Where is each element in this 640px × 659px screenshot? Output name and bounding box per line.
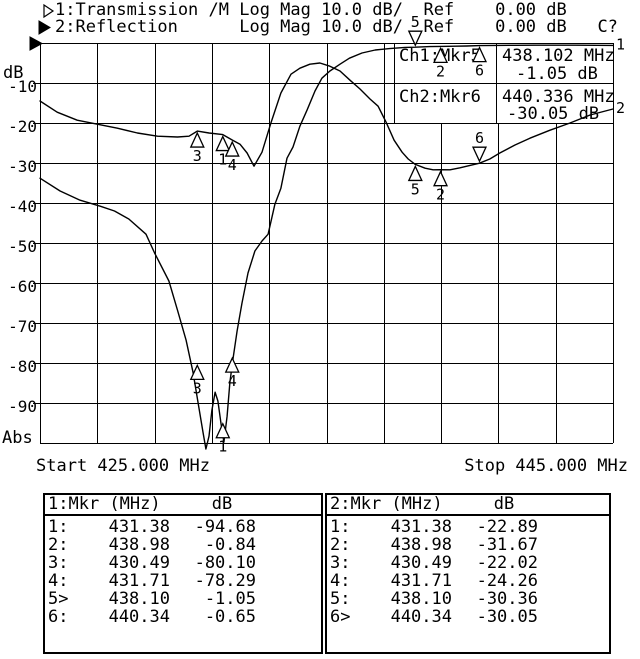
ch1-marker-value: -1.05 dB	[516, 64, 598, 84]
marker-number-cell: 3:	[330, 553, 351, 573]
marker-number-cell: 5>	[48, 589, 69, 609]
y-tick-label: -60	[8, 277, 37, 296]
y-axis-unit-label: dB	[3, 63, 24, 83]
ch1-marker-table-row: 6: 440.34 -0.65	[45, 608, 321, 626]
y-tick-label: -10	[8, 77, 37, 96]
marker-db-cell: -22.02	[476, 553, 538, 573]
marker-freq-cell: 430.49	[390, 553, 452, 573]
marker-freq-cell: 440.34	[108, 607, 170, 627]
ref-level-arrow-icon	[29, 36, 44, 51]
marker-freq-cell: 431.71	[108, 571, 170, 591]
marker-number-cell: 4:	[330, 571, 351, 591]
marker-number-cell: 6:	[48, 607, 69, 627]
ch2-marker-table-rows: 1: 431.38 -22.89 2: 438.98 -31.67 3: 430.49 -22.…	[327, 516, 609, 626]
y-tick-label: -70	[8, 317, 37, 336]
marker-db-cell: -80.10	[194, 553, 256, 573]
ch2-marker-table-header: 2:Mkr (MHz) dB	[327, 495, 609, 516]
marker-freq-cell: 438.98	[108, 535, 170, 555]
ch1-header-line: 1:Transmission /M Log Mag 10.0 dB/ Ref 0…	[55, 0, 567, 20]
ch1-marker-table-row: 4: 431.71 -78.29	[45, 572, 321, 590]
marker-db-cell: -30.05	[476, 607, 538, 627]
marker-db-cell: -0.84	[204, 535, 256, 555]
ch1-marker-table-row: 1: 431.38 -94.68	[45, 518, 321, 536]
y-tick-label: -80	[8, 357, 37, 376]
marker-freq-cell: 431.38	[108, 517, 170, 537]
marker-freq-cell: 431.38	[390, 517, 452, 537]
ch1-channel-arrow-icon	[43, 3, 55, 19]
marker-db-cell: -30.36	[476, 589, 538, 609]
ch2-marker-table-row: 2: 438.98 -31.67	[327, 536, 609, 554]
ch2-marker-table-row: 3: 430.49 -22.02	[327, 554, 609, 572]
ch1-marker-frequency: 438.102 MHz	[502, 46, 615, 66]
y-tick-label: -40	[8, 197, 37, 216]
ch1-marker-table: 1:Mkr (MHz) dB 1: 431.38 -94.68 2: 438.98 -0.…	[43, 493, 323, 654]
ch1-marker-table-header: 1:Mkr (MHz) dB	[45, 495, 321, 516]
y-tick-label: -20	[8, 117, 37, 136]
marker-db-cell: -24.26	[476, 571, 538, 591]
marker-number-cell: 2:	[330, 535, 351, 555]
y-tick-label: -50	[8, 237, 37, 256]
marker-db-cell: -22.89	[476, 517, 538, 537]
marker-readout-box: Ch1:Mkr5 438.102 MHz -1.05 dB Ch2:Mkr6 4…	[394, 43, 615, 124]
ch2-marker-table-row: 4: 431.71 -24.26	[327, 572, 609, 590]
marker-db-cell: -78.29	[194, 571, 256, 591]
marker-freq-cell: 438.10	[390, 589, 452, 609]
marker-freq-cell: 438.98	[390, 535, 452, 555]
ch1-active-marker-label: Ch1:Mkr5	[399, 46, 481, 66]
marker-freq-cell: 440.34	[390, 607, 452, 627]
abs-scale-label: Abs	[2, 428, 33, 448]
marker-db-cell: -1.05	[204, 589, 256, 609]
marker-number-cell: 6>	[330, 607, 351, 627]
ch2-active-marker-label: Ch2:Mkr6	[399, 87, 481, 107]
ch1-marker-table-rows: 1: 431.38 -94.68 2: 438.98 -0.84 3: 430.49 -80.1…	[45, 516, 321, 626]
ch2-marker-table-row: 6> 440.34 -30.05	[327, 608, 609, 626]
sweep-start-label: Start 425.000 MHz	[36, 456, 210, 476]
marker-freq-cell: 438.10	[108, 589, 170, 609]
ch2-channel-arrow-icon	[38, 20, 51, 35]
marker-number-cell: 1:	[48, 517, 69, 537]
ch1-marker-table-row: 3: 430.49 -80.10	[45, 554, 321, 572]
marker-db-cell: -31.67	[476, 535, 538, 555]
marker-number-cell: 4:	[48, 571, 69, 591]
readout-column-divider	[496, 44, 497, 123]
y-tick-label: -30	[8, 157, 37, 176]
ch2-marker-table: 2:Mkr (MHz) dB 1: 431.38 -22.89 2: 438.98 -31…	[325, 493, 611, 654]
ch2-marker-table-row: 5: 438.10 -30.36	[327, 590, 609, 608]
marker-number-cell: 1:	[330, 517, 351, 537]
ch1-marker-table-row: 5> 438.10 -1.05	[45, 590, 321, 608]
sweep-stop-label: Stop 445.000 MHz	[464, 456, 628, 476]
ch2-header-line: 2:Reflection Log Mag 10.0 dB/ Ref 0.00 d…	[55, 17, 618, 37]
marker-number-cell: 3:	[48, 553, 69, 573]
ch1-marker-table-row: 2: 438.98 -0.84	[45, 536, 321, 554]
marker-freq-cell: 430.49	[108, 553, 170, 573]
marker-db-cell: -94.68	[194, 517, 256, 537]
marker-db-cell: -0.65	[204, 607, 256, 627]
ch2-marker-value: -30.05 dB	[507, 104, 600, 124]
ch2-marker-table-row: 1: 431.38 -22.89	[327, 518, 609, 536]
y-tick-label: -90	[8, 397, 37, 416]
marker-number-cell: 5:	[330, 589, 351, 609]
marker-freq-cell: 431.71	[390, 571, 452, 591]
marker-number-cell: 2:	[48, 535, 69, 555]
